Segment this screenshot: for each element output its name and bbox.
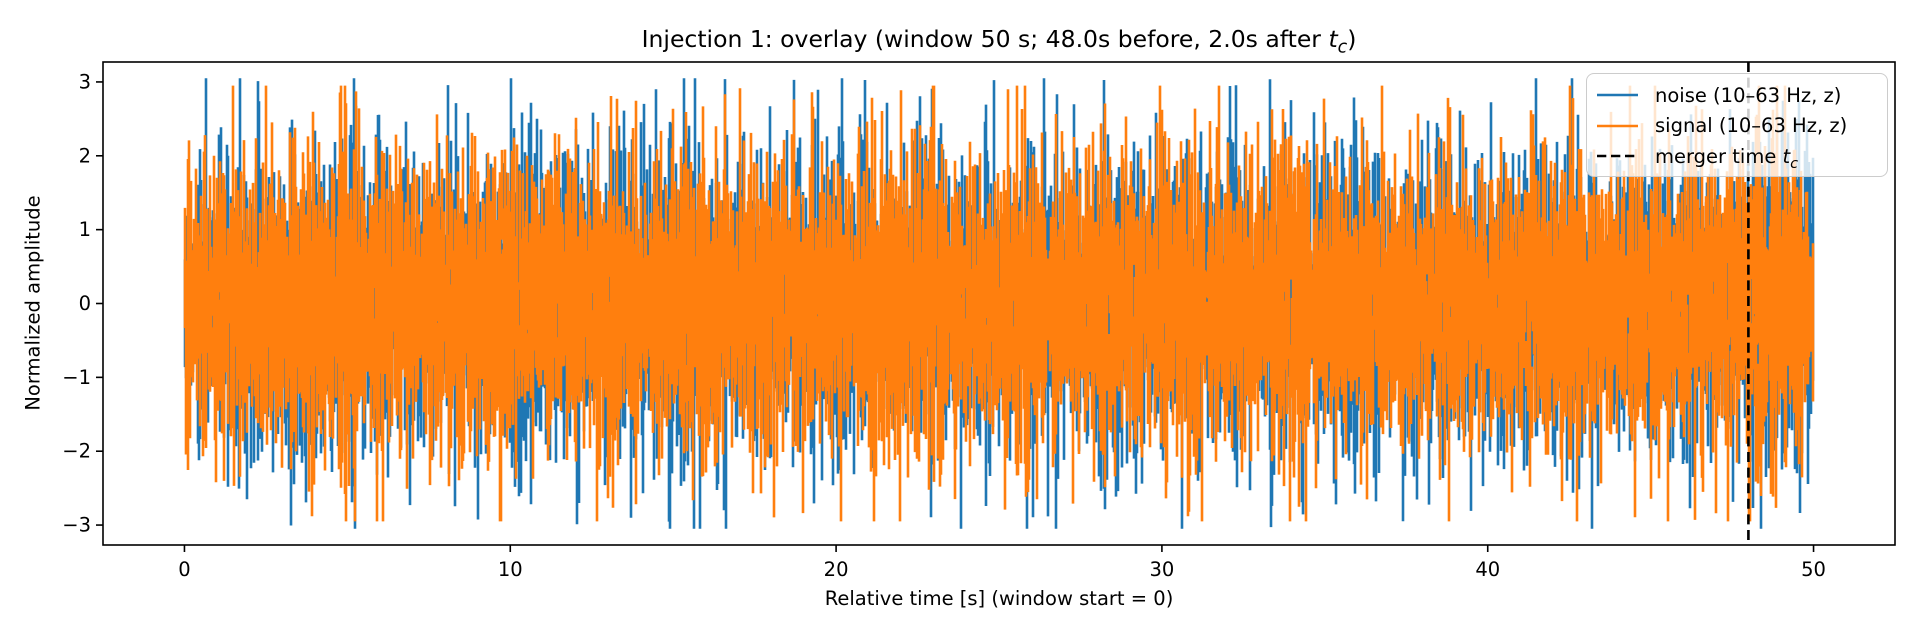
- y-tick-label: 2: [79, 144, 91, 167]
- merger-time-dashed-line-swatch: [1597, 154, 1638, 158]
- y-tick-label: 1: [79, 218, 91, 241]
- x-tick-label: 50: [1801, 558, 1826, 581]
- x-axis-label: Relative time [s] (window start = 0): [824, 587, 1174, 610]
- x-tick-label: 30: [1149, 558, 1174, 581]
- chart-title-math-sub: c: [1337, 37, 1348, 58]
- legend-label-signal: signal (10–63 Hz, z): [1655, 114, 1848, 137]
- y-tick-label: 0: [79, 292, 91, 315]
- chart-title-text: Injection 1: overlay (window 50 s; 48.0s…: [641, 25, 1329, 53]
- legend: noise (10–63 Hz, z) signal (10–63 Hz, z)…: [1586, 73, 1888, 177]
- legend-item-signal: signal (10–63 Hz, z): [1596, 111, 1879, 141]
- legend-item-noise: noise (10–63 Hz, z): [1596, 80, 1879, 110]
- x-tick-label: 40: [1475, 558, 1500, 581]
- y-tick-label: −3: [62, 514, 91, 537]
- legend-label-noise: noise (10–63 Hz, z): [1655, 83, 1842, 107]
- legend-item-merger-time: merger time tc: [1596, 141, 1879, 171]
- y-tick-label: 3: [79, 70, 91, 93]
- x-tick-label: 20: [824, 558, 849, 581]
- noise-line-swatch: [1597, 93, 1638, 97]
- series-path-signal: [183, 85, 1815, 522]
- chart-title: Injection 1: overlay (window 50 s; 48.0s…: [103, 25, 1895, 56]
- signal-line-swatch: [1597, 124, 1638, 127]
- y-tick-label: −1: [62, 366, 91, 389]
- y-axis-label: Normalized amplitude: [21, 195, 45, 411]
- x-tick-label: 10: [498, 558, 523, 581]
- legend-label-merger-time: merger time tc: [1655, 144, 1799, 172]
- chart-title-suffix: ): [1347, 25, 1357, 53]
- y-tick-label: −2: [62, 440, 91, 463]
- x-tick-label: 0: [178, 558, 190, 581]
- chart-title-math-var: t: [1328, 25, 1338, 53]
